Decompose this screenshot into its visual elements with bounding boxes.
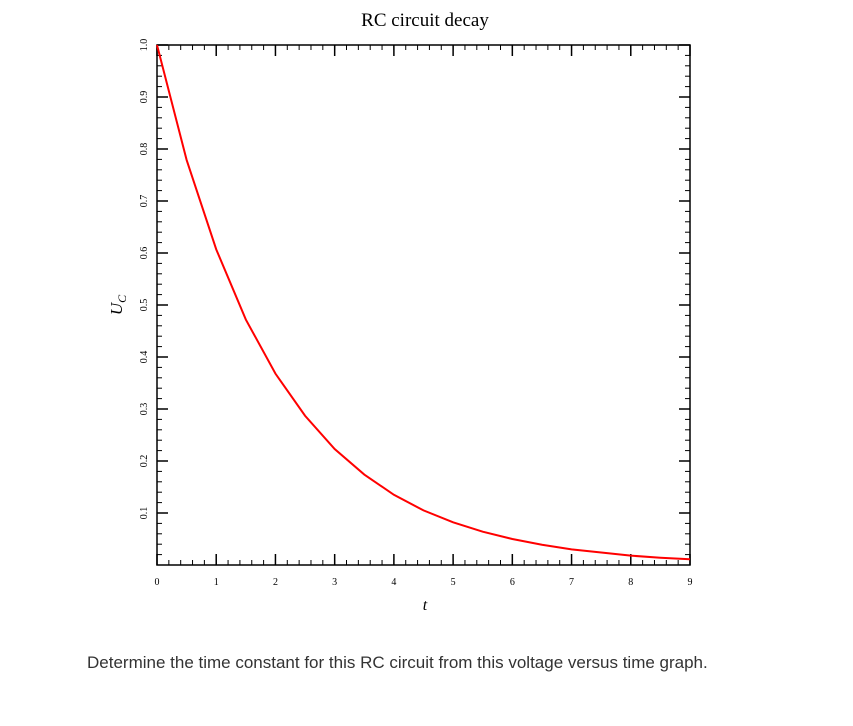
x-axis-label: t [423, 597, 428, 614]
y-axis-label: UC [107, 294, 129, 315]
question-text: Determine the time constant for this RC … [87, 653, 708, 672]
y-tick-label: 0.4 [139, 351, 150, 364]
plot-frame [156, 44, 691, 566]
y-tick-label: 0.1 [139, 507, 150, 520]
x-tick-label: 8 [628, 577, 633, 588]
y-tick-label: 0.9 [139, 91, 150, 104]
x-tick-label: 0 [155, 577, 160, 588]
x-tick-label: 7 [569, 577, 574, 588]
y-tick-label: 1.0 [139, 39, 150, 52]
y-tick-label: 0.2 [139, 455, 150, 468]
x-tick-label: 6 [510, 577, 515, 588]
y-tick-label: 0.3 [139, 403, 150, 416]
x-tick-label: 2 [273, 577, 278, 588]
y-tick-label: 0.8 [139, 143, 150, 156]
x-tick-label: 9 [688, 577, 693, 588]
data-line [156, 44, 691, 561]
x-tick-label: 3 [332, 577, 337, 588]
y-tick-label: 0.6 [139, 247, 150, 260]
y-tick-label: 0.7 [139, 195, 150, 208]
chart-title: RC circuit decay [361, 10, 489, 31]
y-tick-label: 0.5 [139, 299, 150, 312]
x-tick-label: 1 [214, 577, 219, 588]
y-axis-label-main: U [107, 301, 126, 315]
chart: RC circuit decay t UC 0 1 2 3 4 5 6 7 8 9 0.1 0.2 0.… [107, 10, 693, 614]
x-tick-label: 4 [391, 577, 396, 588]
x-tick-label: 5 [451, 577, 456, 588]
y-axis-label-subscript: C [115, 294, 129, 303]
